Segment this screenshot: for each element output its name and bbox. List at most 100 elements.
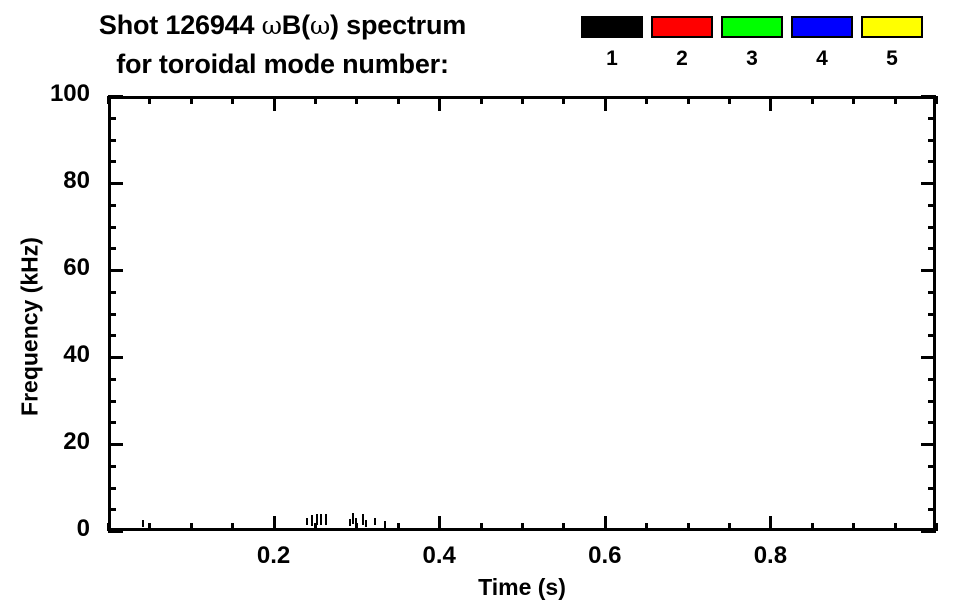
axis-tick xyxy=(769,516,772,531)
axis-tick xyxy=(273,96,276,111)
data-mark xyxy=(324,514,327,526)
axis-tick xyxy=(355,96,358,104)
axis-tick xyxy=(928,508,936,511)
data-mark xyxy=(384,521,387,528)
axis-tick xyxy=(928,378,936,381)
axis-tick xyxy=(108,204,116,207)
legend-entry-4[interactable]: 4 xyxy=(791,16,853,71)
axis-tick xyxy=(645,96,648,104)
axis-tick xyxy=(190,523,193,531)
axis-tick xyxy=(935,96,938,104)
axis-tick xyxy=(811,523,814,531)
axis-tick xyxy=(438,96,441,111)
axis-tick xyxy=(562,523,565,531)
y-axis-tick-labels: 0 20 40 60 80 100 xyxy=(0,0,100,615)
legend-swatch-mode-3 xyxy=(721,16,783,38)
legend-swatch-mode-5 xyxy=(861,16,923,38)
axis-tick xyxy=(928,465,936,468)
y-tick-label: 40 xyxy=(63,341,90,368)
axis-tick xyxy=(921,182,936,185)
x-tick-label: 0.8 xyxy=(753,542,788,569)
x-tick-label: 0.2 xyxy=(256,542,291,569)
axis-tick xyxy=(231,96,234,104)
axis-tick xyxy=(108,530,123,533)
axis-tick xyxy=(314,96,317,104)
legend-label-mode-5: 5 xyxy=(886,47,898,70)
axis-tick xyxy=(108,269,123,272)
data-mark xyxy=(361,514,364,526)
chart-title-prefix: Shot 126944 xyxy=(98,10,262,40)
data-mark xyxy=(355,517,358,525)
axis-tick xyxy=(921,443,936,446)
axis-tick xyxy=(190,96,193,104)
axis-tick xyxy=(438,516,441,531)
plot-data-area[interactable] xyxy=(111,99,933,528)
axis-tick xyxy=(314,523,317,531)
axis-tick xyxy=(397,523,400,531)
axis-tick xyxy=(928,421,936,424)
legend-label-mode-4: 4 xyxy=(816,47,828,70)
axis-tick xyxy=(562,96,565,104)
data-mark xyxy=(349,519,352,527)
axis-tick xyxy=(928,226,936,229)
axis-tick xyxy=(928,400,936,403)
legend-label-mode-2: 2 xyxy=(676,47,688,70)
x-tick-label: 0.6 xyxy=(588,542,622,569)
y-tick-label: 100 xyxy=(49,80,90,107)
axis-tick xyxy=(928,160,936,163)
data-mark xyxy=(142,520,145,528)
axis-tick xyxy=(148,96,151,104)
plot-frame xyxy=(108,96,936,531)
axis-tick xyxy=(521,523,524,531)
axis-tick xyxy=(928,487,936,490)
chart-title-mid: B( xyxy=(281,10,310,40)
axis-tick xyxy=(928,291,936,294)
axis-tick xyxy=(108,421,116,424)
chart-title-line-2: for toroidal mode number: xyxy=(116,49,449,79)
y-axis-title: Frequency (kHz) xyxy=(16,237,43,416)
legend-entry-3[interactable]: 3 xyxy=(721,16,783,71)
legend-label-mode-3: 3 xyxy=(746,47,758,70)
legend-entry-2[interactable]: 2 xyxy=(651,16,713,71)
y-tick-label: 80 xyxy=(63,167,90,194)
axis-tick xyxy=(108,247,116,250)
axis-tick xyxy=(852,96,855,104)
legend-swatch-mode-4 xyxy=(791,16,853,38)
x-axis-title: Time (s) xyxy=(478,574,566,600)
axis-tick xyxy=(687,96,690,104)
axis-tick xyxy=(108,313,116,316)
axis-tick xyxy=(928,204,936,207)
axis-tick xyxy=(108,378,116,381)
axis-tick xyxy=(894,523,897,531)
axis-tick xyxy=(108,226,116,229)
legend-entry-5[interactable]: 5 xyxy=(861,16,923,71)
axis-tick xyxy=(928,139,936,142)
axis-tick xyxy=(852,523,855,531)
axis-tick xyxy=(107,523,110,531)
data-mark xyxy=(365,520,368,528)
axis-tick xyxy=(108,291,116,294)
axis-tick xyxy=(935,523,938,531)
chart-title-suffix: ) spectrum xyxy=(330,10,467,40)
axis-tick xyxy=(687,523,690,531)
legend-swatch-mode-1 xyxy=(581,16,643,38)
data-mark xyxy=(316,513,319,525)
axis-tick xyxy=(921,356,936,359)
axis-tick xyxy=(231,523,234,531)
axis-tick xyxy=(645,523,648,531)
axis-tick xyxy=(521,96,524,104)
axis-tick xyxy=(894,96,897,104)
chart-title: Shot 126944 ωB(ω) spectrum for toroidal … xyxy=(0,6,565,83)
legend-entry-1[interactable]: 1 xyxy=(581,16,643,71)
axis-tick xyxy=(108,400,116,403)
axis-tick xyxy=(108,356,123,359)
data-mark xyxy=(351,512,354,524)
axis-tick xyxy=(148,523,151,531)
data-mark xyxy=(374,517,377,525)
axis-tick xyxy=(108,487,116,490)
axis-tick xyxy=(480,96,483,104)
axis-tick xyxy=(811,96,814,104)
axis-tick xyxy=(728,523,731,531)
axis-tick xyxy=(921,95,936,98)
axis-tick xyxy=(108,334,116,337)
